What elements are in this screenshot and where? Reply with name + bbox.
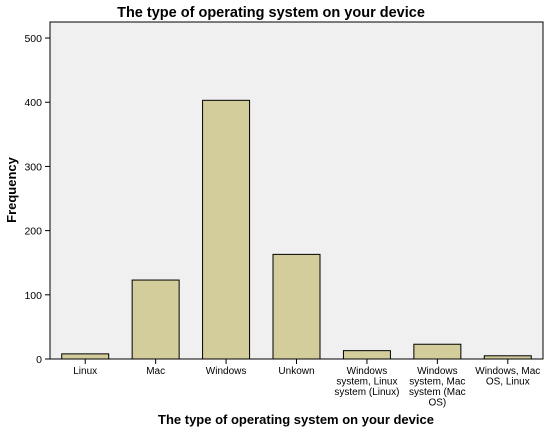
x-tick-label: Mac <box>146 366 165 377</box>
y-tick-label: 0 <box>36 354 42 366</box>
bar-unkown <box>272 253 321 360</box>
bar-windows-system-mac-system-mac-os <box>413 343 462 360</box>
bar-windows-mac-os-linux <box>483 355 532 360</box>
x-tick-label: Windows system, Mac system (Mac OS) <box>409 366 466 409</box>
chart-title: The type of operating system on your dev… <box>117 5 425 21</box>
x-tick-label: Unkown <box>278 366 314 377</box>
x-tick-label: Windows, Mac OS, Linux <box>475 366 540 388</box>
y-tick-label: 400 <box>24 97 42 109</box>
bars <box>61 99 532 360</box>
x-axis: Linux Mac Windows Unkown Windows system, Linu… <box>73 359 540 409</box>
y-tick-label: 500 <box>24 33 42 45</box>
y-tick-label: 100 <box>24 290 42 302</box>
bar-windows-system-linux-system-linux <box>342 350 391 360</box>
y-axis: 0 100 200 300 400 500 <box>24 33 50 366</box>
x-axis-title: The type of operating system on your dev… <box>158 412 434 427</box>
x-tick-label: Windows system, Linux system (Linux) <box>334 366 399 398</box>
y-tick-label: 300 <box>24 161 42 173</box>
y-tick-label: 200 <box>24 226 42 238</box>
bar-windows <box>202 99 251 360</box>
y-axis-title: Frequency <box>4 156 19 223</box>
x-tick-label: Windows <box>206 366 247 377</box>
bar-mac <box>131 279 180 360</box>
bar-linux <box>61 353 110 360</box>
x-tick-label: Linux <box>73 366 97 377</box>
